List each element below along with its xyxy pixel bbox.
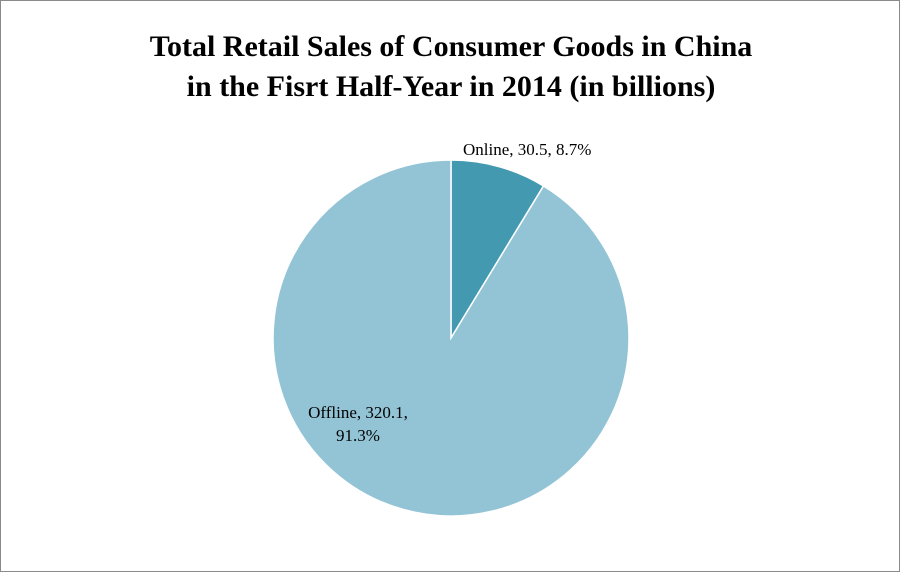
chart-title: Total Retail Sales of Consumer Goods in …	[1, 27, 901, 107]
data-label-online-line: Online, 30.5, 8.7%	[463, 140, 591, 159]
chart-title-line-2: in the Fisrt Half-Year in 2014 (in billi…	[186, 70, 716, 103]
data-label-online: Online, 30.5, 8.7%	[463, 140, 591, 159]
pie-labels: Online, 30.5, 8.7% Offline, 320.1, 91.3%	[308, 140, 591, 445]
data-label-offline: Offline, 320.1, 91.3%	[308, 403, 408, 445]
pie-slices	[272, 159, 630, 517]
chart-title-line-1: Total Retail Sales of Consumer Goods in …	[149, 30, 753, 63]
pie-slice-online	[450, 159, 545, 341]
pie-slice-offline	[272, 159, 630, 517]
data-label-offline-line: 91.3%	[336, 426, 380, 445]
data-label-offline-line: Offline, 320.1,	[308, 403, 408, 422]
